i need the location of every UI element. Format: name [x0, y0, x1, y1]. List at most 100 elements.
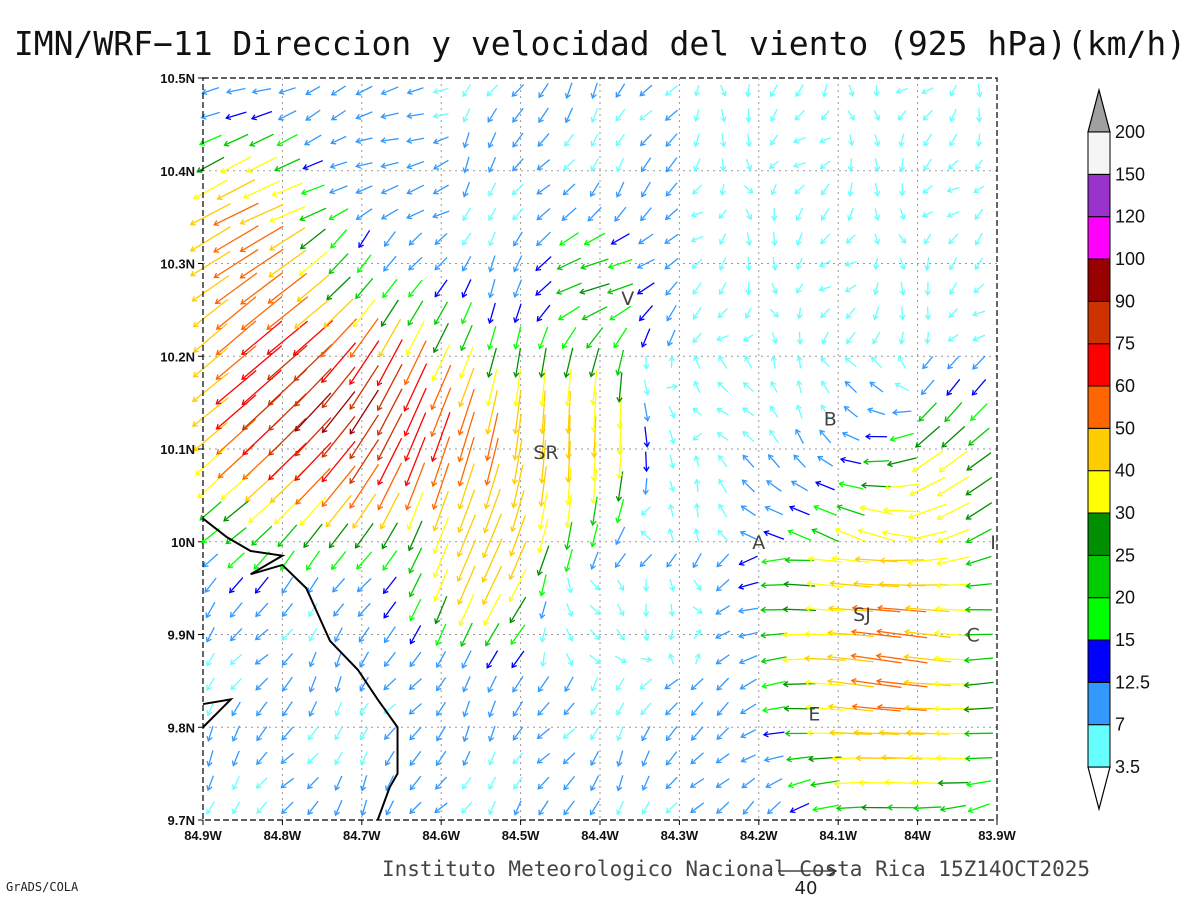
wind-vector: [636, 282, 655, 295]
wind-vector: [841, 431, 860, 441]
wind-vector: [907, 530, 948, 543]
wind-vector: [804, 655, 846, 662]
wind-vector: [693, 629, 702, 640]
wind-vector: [189, 250, 231, 277]
colorbar-label: 15: [1115, 630, 1135, 650]
wind-vector: [354, 522, 374, 549]
wind-vector: [409, 775, 422, 791]
wind-vector: [782, 681, 816, 688]
wind-vector: [239, 225, 284, 253]
wind-vector: [976, 83, 983, 98]
map-title: IMN/WRF−11 Direccion y velocidad del vie…: [13, 24, 1187, 63]
wind-vector: [763, 755, 784, 763]
wind-vector: [586, 327, 604, 349]
wind-vector: [692, 332, 702, 344]
wind-vector: [280, 777, 295, 789]
wind-vector: [196, 156, 225, 173]
wind-vector: [564, 494, 572, 529]
colorbar-swatch: [1087, 131, 1111, 175]
wind-vector: [590, 702, 599, 716]
wind-vector: [664, 109, 679, 121]
wind-vector: [924, 306, 932, 321]
wind-vector: [360, 751, 368, 767]
wind-vector: [251, 87, 272, 95]
colorbar-label: 120: [1115, 207, 1145, 227]
wind-vector: [898, 157, 906, 173]
wind-vector: [963, 706, 994, 713]
wind-vector: [566, 577, 574, 594]
wind-vector: [462, 132, 470, 149]
wind-vector: [691, 258, 703, 269]
wind-vector: [616, 750, 624, 767]
wind-vector: [873, 158, 881, 173]
wind-vector: [829, 580, 872, 588]
wind-vector: [639, 84, 653, 97]
wind-vector: [462, 700, 471, 718]
wind-vector: [241, 320, 283, 356]
wind-vector: [357, 602, 371, 618]
wind-vector: [949, 108, 957, 123]
wind-vector: [818, 260, 832, 268]
wind-vector: [509, 515, 526, 557]
wind-vector: [385, 800, 395, 816]
city-labels: V B SR A I SJ C E: [533, 288, 995, 726]
wind-vector: [915, 425, 941, 448]
wind-vector: [488, 255, 496, 273]
wind-vector: [899, 281, 906, 296]
wind-vector: [191, 372, 229, 403]
wind-vector: [935, 582, 971, 589]
wind-vector: [462, 676, 471, 693]
wind-vector: [536, 304, 551, 322]
colorbar-label: 150: [1115, 164, 1145, 184]
wind-vector: [814, 480, 835, 491]
wind-vector: [664, 233, 679, 244]
wind-vector: [406, 87, 424, 95]
wind-vector: [590, 82, 598, 100]
wind-vector: [321, 440, 356, 483]
wind-vector: [766, 480, 782, 492]
wind-vector: [256, 726, 268, 742]
wind-vector: [690, 677, 704, 691]
wind-vector: [383, 231, 396, 248]
wind-vector: [770, 184, 777, 196]
wind-vector: [206, 775, 215, 792]
wind-vector: [838, 481, 863, 490]
wind-vector: [873, 233, 881, 246]
wind-vector: [640, 207, 652, 222]
wind-vector: [328, 185, 348, 195]
wind-vector: [323, 298, 354, 328]
wind-vector: [643, 402, 651, 422]
wind-vector: [640, 328, 651, 348]
wind-vector: [738, 654, 758, 665]
wind-vector: [229, 628, 243, 642]
wind-vector: [641, 181, 651, 198]
wind-vector: [761, 706, 786, 714]
wind-vector: [589, 524, 599, 548]
wind-vector: [537, 676, 550, 693]
wind-vector: [434, 256, 448, 271]
wind-vector: [512, 208, 524, 221]
wind-vector: [213, 202, 259, 227]
wind-vector: [690, 211, 704, 218]
wind-vector: [827, 703, 874, 712]
wind-vector: [899, 183, 906, 197]
wind-vector: [561, 207, 577, 221]
wind-vector: [432, 159, 449, 170]
city-label: E: [808, 703, 820, 725]
wind-vector: [488, 207, 497, 222]
wind-vector: [666, 553, 677, 568]
wind-vector: [241, 393, 282, 431]
wind-vector: [668, 603, 676, 617]
wind-vector: [241, 369, 282, 406]
wind-vector: [487, 279, 496, 299]
wind-vector: [216, 179, 256, 201]
wind-vector: [276, 133, 298, 147]
wind-vector: [352, 299, 376, 328]
map-grid: [198, 77, 998, 825]
wind-vector: [298, 251, 328, 276]
wind-vector: [231, 701, 241, 717]
wind-vector: [769, 84, 779, 98]
wind-vector: [383, 727, 396, 740]
wind-vector: [225, 111, 247, 121]
wind-vector: [538, 466, 547, 508]
